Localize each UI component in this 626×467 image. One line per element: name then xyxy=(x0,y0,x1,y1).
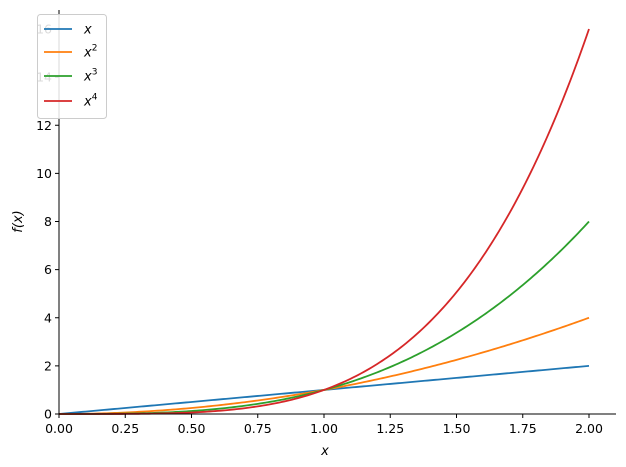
y-tick-label: 0 xyxy=(44,407,52,422)
y-tick-label: 4 xyxy=(44,310,52,325)
legend: x x2 x3 x4 xyxy=(37,14,107,119)
y-tick-label: 2 xyxy=(44,358,52,373)
x-tick-label: 1.00 xyxy=(310,421,338,436)
ticks-layer: 0.00 0.25 0.50 0.75 1.00 1.25 1.50 1.75 2.00 0 2 4 6… xyxy=(36,22,603,437)
y-tick-label: 10 xyxy=(36,166,52,181)
legend-label-3: x3 xyxy=(83,68,97,85)
y-tick-label: 8 xyxy=(44,214,52,229)
x-tick-label: 1.50 xyxy=(443,421,471,436)
series-layer xyxy=(58,28,590,415)
legend-label-1: x xyxy=(83,23,92,38)
x-tick-label: 0.25 xyxy=(111,421,139,436)
axes-layer xyxy=(58,10,616,415)
x-axis-label: x xyxy=(320,444,329,459)
x-tick-label: 0.00 xyxy=(45,421,73,436)
y-tick-label: 6 xyxy=(44,262,52,277)
y-axis-label: f(x) xyxy=(11,210,26,232)
legend-label-4: x4 xyxy=(83,93,98,110)
x-tick-label: 1.75 xyxy=(509,421,537,436)
series-line-4 xyxy=(59,28,590,415)
y-tick-label: 12 xyxy=(36,118,52,133)
x-tick-label: 0.50 xyxy=(178,421,206,436)
legend-label-2: x2 xyxy=(83,44,97,61)
series-line-2 xyxy=(59,316,590,415)
legend-box xyxy=(37,14,107,119)
x-tick-label: 2.00 xyxy=(575,421,603,436)
series-line-3 xyxy=(59,220,590,415)
x-tick-label: 0.75 xyxy=(244,421,272,436)
x-tick-label: 1.25 xyxy=(376,421,404,436)
